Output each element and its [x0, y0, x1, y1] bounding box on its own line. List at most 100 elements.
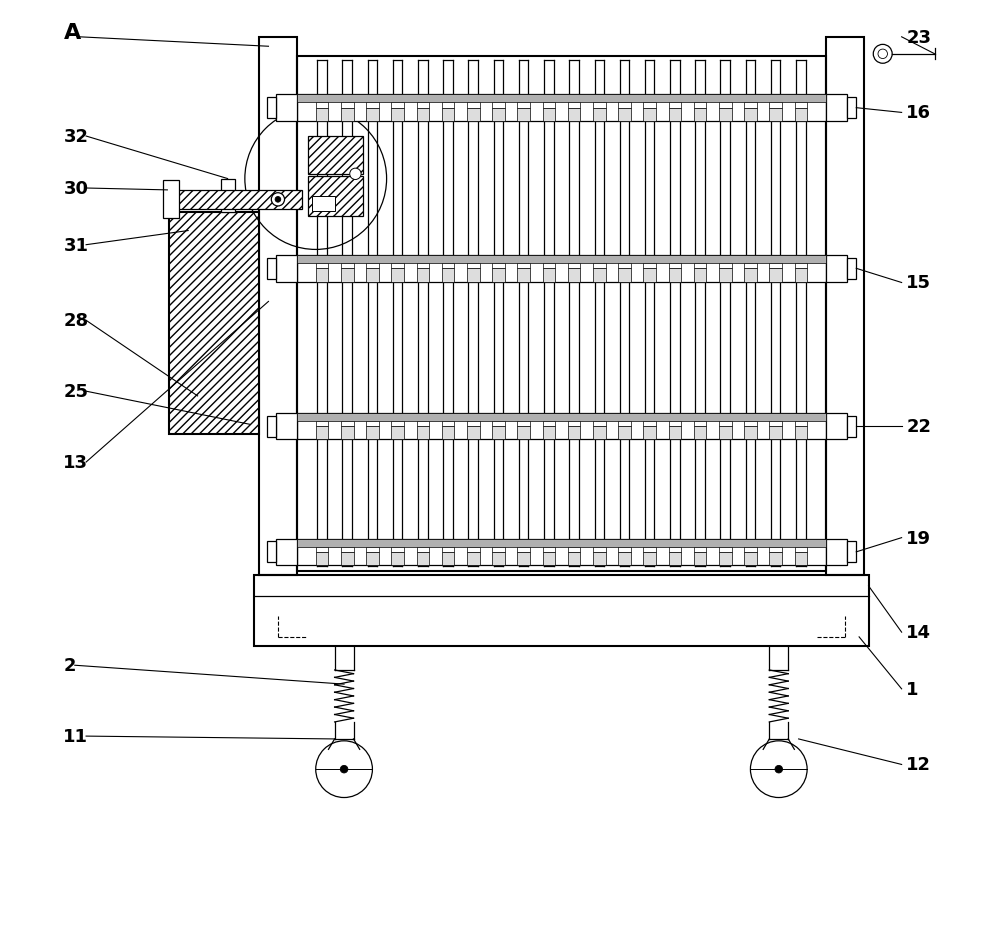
Text: 22: 22: [906, 417, 931, 436]
Bar: [276, 413, 297, 440]
Text: 30: 30: [63, 179, 88, 198]
Bar: [467, 547, 480, 552]
Bar: [391, 421, 404, 427]
Bar: [618, 109, 631, 122]
Bar: [417, 552, 429, 565]
Text: 31: 31: [63, 236, 88, 255]
Bar: [492, 552, 505, 565]
Bar: [517, 552, 530, 565]
Text: 11: 11: [63, 727, 88, 746]
Bar: [267, 542, 276, 563]
Bar: [618, 421, 631, 427]
Bar: [492, 427, 505, 440]
Bar: [769, 109, 782, 122]
Bar: [297, 256, 826, 282]
Bar: [593, 109, 606, 122]
Bar: [467, 109, 480, 122]
Bar: [744, 421, 757, 427]
Bar: [391, 263, 404, 269]
Text: 13: 13: [63, 453, 88, 472]
Bar: [795, 421, 807, 427]
Bar: [847, 259, 856, 279]
Bar: [417, 421, 429, 427]
Bar: [719, 103, 732, 109]
Bar: [492, 103, 505, 109]
Bar: [517, 109, 530, 122]
Bar: [316, 103, 328, 109]
Circle shape: [271, 194, 285, 207]
Bar: [467, 552, 480, 565]
Bar: [826, 95, 847, 122]
Text: 16: 16: [906, 104, 931, 123]
Bar: [744, 109, 757, 122]
Bar: [467, 427, 480, 440]
Bar: [719, 427, 732, 440]
Bar: [308, 137, 363, 175]
Bar: [618, 103, 631, 109]
Bar: [543, 103, 555, 109]
Bar: [492, 109, 505, 122]
Bar: [517, 427, 530, 440]
Bar: [341, 427, 354, 440]
Bar: [276, 95, 297, 122]
Bar: [769, 552, 782, 565]
Bar: [826, 256, 847, 282]
Bar: [417, 263, 429, 269]
Text: 23: 23: [906, 28, 931, 47]
Bar: [297, 57, 826, 571]
Text: 12: 12: [906, 755, 931, 774]
Bar: [517, 263, 530, 269]
Bar: [643, 421, 656, 427]
Circle shape: [775, 766, 783, 773]
Bar: [366, 421, 379, 427]
Bar: [568, 263, 580, 269]
Bar: [297, 256, 826, 263]
Text: A: A: [63, 23, 81, 43]
Bar: [795, 263, 807, 269]
Bar: [719, 547, 732, 552]
Bar: [669, 547, 681, 552]
Bar: [467, 103, 480, 109]
Bar: [618, 427, 631, 440]
Bar: [467, 269, 480, 282]
Bar: [795, 269, 807, 282]
Bar: [719, 109, 732, 122]
Bar: [366, 547, 379, 552]
Bar: [341, 552, 354, 565]
Bar: [442, 427, 454, 440]
Bar: [492, 263, 505, 269]
Bar: [467, 263, 480, 269]
Bar: [259, 38, 297, 576]
Bar: [297, 413, 826, 421]
Bar: [442, 269, 454, 282]
Text: 19: 19: [906, 529, 931, 548]
Bar: [366, 109, 379, 122]
Bar: [391, 552, 404, 565]
Bar: [417, 269, 429, 282]
Circle shape: [340, 766, 348, 773]
Bar: [669, 552, 681, 565]
Bar: [643, 109, 656, 122]
Bar: [568, 427, 580, 440]
Bar: [254, 576, 869, 647]
Bar: [417, 103, 429, 109]
Bar: [795, 109, 807, 122]
Bar: [276, 256, 297, 282]
Bar: [593, 421, 606, 427]
Bar: [643, 547, 656, 552]
Bar: [517, 103, 530, 109]
Bar: [593, 547, 606, 552]
Bar: [543, 269, 555, 282]
Bar: [517, 421, 530, 427]
Bar: [341, 109, 354, 122]
Bar: [826, 413, 847, 440]
Bar: [669, 421, 681, 427]
Bar: [568, 547, 580, 552]
Bar: [341, 421, 354, 427]
Bar: [694, 547, 706, 552]
Bar: [694, 421, 706, 427]
Bar: [341, 547, 354, 552]
Bar: [543, 552, 555, 565]
Bar: [492, 269, 505, 282]
Bar: [694, 269, 706, 282]
